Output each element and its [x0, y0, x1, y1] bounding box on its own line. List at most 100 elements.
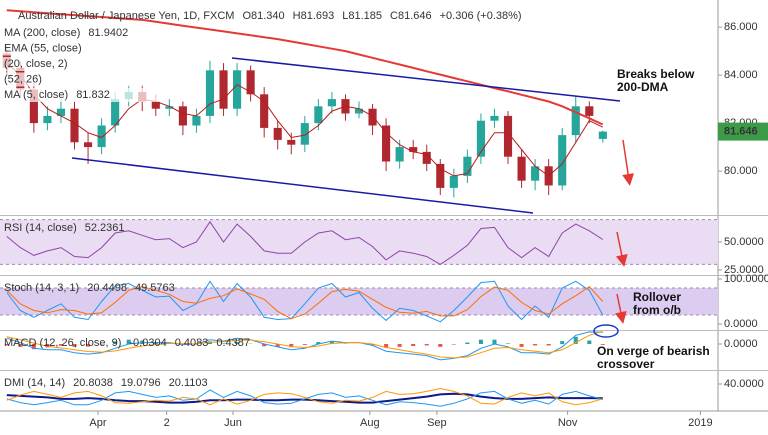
series-line — [6, 387, 603, 406]
candle-body — [151, 101, 160, 109]
candle-body — [598, 131, 607, 139]
candle-body — [517, 156, 526, 181]
y-tick-label: 50.0000 — [724, 236, 764, 248]
candle-body — [246, 70, 255, 95]
candle-body — [503, 115, 513, 157]
histogram-bar — [438, 344, 443, 347]
histogram-bar — [478, 339, 483, 344]
histogram-bar — [424, 344, 429, 346]
histogram-bar — [302, 344, 307, 345]
legend-bg — [1, 26, 161, 40]
legend-bg — [1, 72, 161, 87]
y-tick-label: 86.000 — [724, 21, 758, 33]
legend-text: 81.832 — [76, 89, 110, 101]
legend-text: Stoch (14, 3, 1) — [4, 282, 79, 294]
histogram-bar — [492, 339, 497, 344]
candle-body — [585, 106, 594, 116]
series-line — [6, 9, 604, 126]
histogram-bar — [45, 344, 50, 348]
arrow — [615, 231, 628, 267]
candle-body — [273, 127, 282, 140]
legend-text: (52, 26) — [4, 73, 42, 85]
candle-body — [70, 108, 79, 143]
histogram-bar — [411, 344, 416, 347]
histogram-bar — [533, 344, 538, 346]
series-line — [6, 392, 603, 404]
candle-body — [83, 142, 93, 148]
series-line — [6, 220, 604, 265]
histogram-bar — [262, 344, 267, 347]
annotation: Breaks below — [617, 67, 695, 81]
x-tick-label: 2019 — [688, 417, 712, 429]
last-price-label: 81.646 — [724, 125, 758, 137]
x-tick-label: 2 — [164, 417, 170, 429]
legend-text: (20, close, 2) — [4, 58, 68, 70]
histogram-bar — [573, 336, 578, 344]
legend-text: 20.1103 — [169, 377, 208, 389]
histogram-bar — [329, 341, 334, 344]
histogram-bar — [397, 344, 402, 347]
histogram-bar — [221, 343, 226, 344]
histogram-bar — [316, 341, 321, 344]
series-line — [6, 280, 604, 323]
x-tick-label: Aug — [360, 417, 380, 429]
series-line — [6, 62, 604, 177]
y-tick-label: 84.000 — [724, 69, 758, 81]
legend-text: O81.340 — [242, 10, 284, 22]
candle-body — [43, 115, 52, 124]
histogram-bar — [600, 344, 605, 345]
y-tick-label: 80.000 — [724, 165, 758, 177]
candle-body — [97, 125, 106, 148]
histogram-bar — [546, 344, 551, 346]
arrow — [622, 139, 635, 186]
legend-text: RSI (14, close) — [4, 222, 77, 234]
histogram-bar — [235, 341, 240, 344]
candle-body — [233, 70, 242, 109]
histogram-bar — [384, 344, 389, 348]
candle-body — [571, 106, 580, 136]
candle-body — [165, 106, 174, 109]
trend-line — [231, 57, 621, 102]
candle-body — [56, 108, 66, 116]
legend-text: C81.646 — [390, 10, 432, 22]
last-price-box — [718, 122, 768, 141]
candle-body — [354, 108, 364, 114]
legend-text: +0.306 (+0.38%) — [440, 10, 522, 22]
candle-body — [395, 147, 404, 162]
legend-text: 81.9402 — [88, 27, 128, 39]
y-tick-label: 0.0000 — [724, 318, 758, 330]
histogram-bar — [72, 344, 77, 347]
candle-body — [436, 163, 445, 188]
candle-body — [260, 94, 269, 128]
candle-body — [205, 70, 215, 116]
legend-text: EMA (55, close) — [4, 42, 82, 54]
candle-body — [382, 125, 391, 162]
histogram-bar — [505, 343, 511, 344]
arrow — [614, 293, 627, 324]
legend-text: MA (200, close) — [4, 27, 80, 39]
legend-text: 20.4498 — [87, 282, 127, 294]
legend-text: 49.5763 — [135, 282, 175, 294]
x-tick-label: Nov — [558, 417, 578, 429]
legend-text: MA (5, close) — [4, 89, 68, 101]
annotation: crossover — [597, 357, 655, 371]
candle-body — [558, 135, 567, 186]
candle-body — [531, 166, 540, 181]
trend-line — [71, 157, 534, 214]
highlight-circle — [593, 324, 619, 338]
candle-body — [300, 123, 309, 145]
histogram-bar — [587, 340, 592, 344]
histogram-bar — [31, 344, 36, 350]
series-line — [6, 286, 604, 320]
histogram-bar — [113, 341, 118, 344]
candle-body — [287, 139, 296, 145]
candle-body — [327, 99, 336, 107]
histogram-bar — [451, 344, 456, 345]
candle-body — [409, 147, 418, 152]
annotation: Rollover — [633, 290, 681, 304]
histogram-bar — [275, 344, 280, 347]
histogram-bar — [4, 344, 9, 346]
candle-body — [476, 120, 485, 157]
candle-body — [192, 115, 201, 126]
